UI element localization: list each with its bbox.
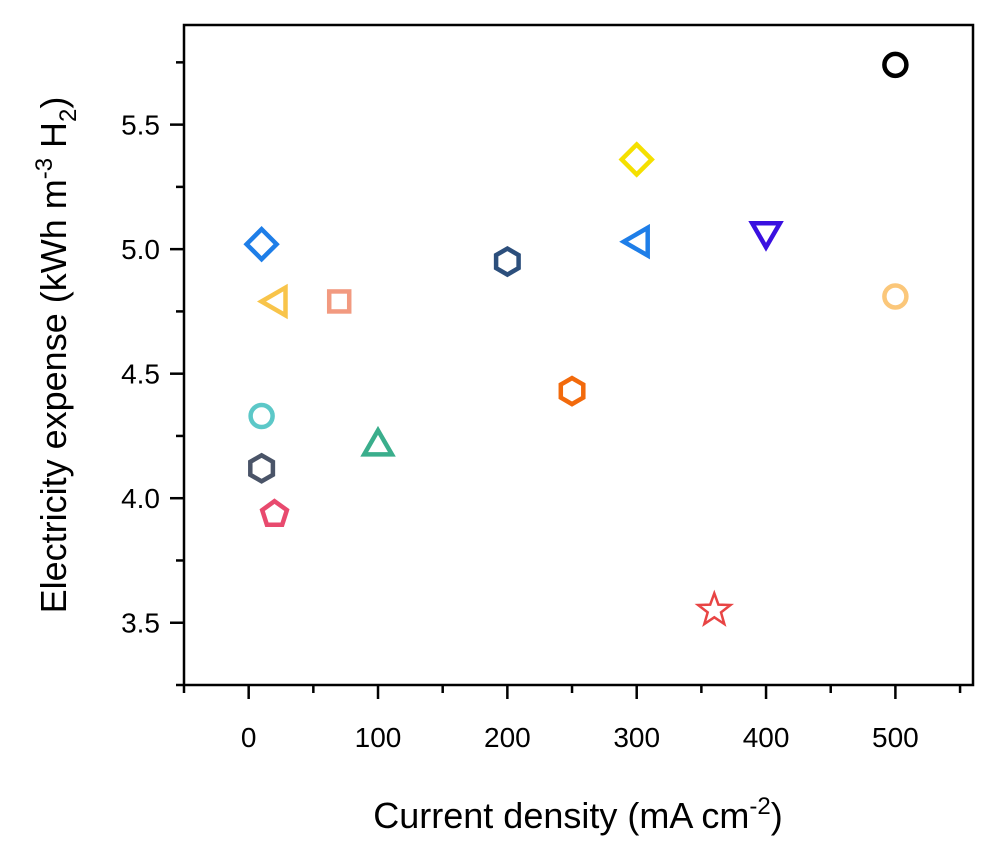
x-tick-label: 200 [484,722,531,753]
data-point-star [694,589,734,627]
data-point-square [326,289,352,314]
data-point-hexagon [493,246,521,278]
y-axis-title: Electricity expense (kWh m-3 H2) [31,97,82,614]
y-tick-label: 4.0 [121,483,160,514]
data-point-pentagon [259,498,290,527]
axis-ticks [170,61,962,699]
data-point-triangle-left [256,283,288,320]
x-tick-label: 400 [743,722,790,753]
x-tick-label: 500 [872,722,919,753]
data-point-circle [882,51,909,79]
tick-labels: 0 100 200 300 400 500 3.5 4.0 4.5 5.0 5.5 [121,110,919,753]
data-point-triangle-up [360,425,396,457]
y-tick-label: 4.5 [121,359,160,390]
data-points [243,51,909,627]
x-axis-title: Current density (mA cm-2) [373,793,782,836]
y-tick-label: 5.5 [121,110,160,141]
y-tick-label: 5.0 [121,234,160,265]
data-point-hexagon [558,375,586,407]
data-point-triangle-down [748,220,784,252]
data-point-triangle-left [619,223,650,260]
plot-frame [182,23,975,687]
y-tick-label: 3.5 [121,608,160,639]
x-tick-label: 100 [355,722,402,753]
data-point-diamond [243,226,280,263]
x-tick-label: 300 [613,722,660,753]
x-tick-label: 0 [241,722,257,753]
data-point-hexagon [248,452,276,484]
data-point-circle [248,402,275,430]
data-point-diamond [618,141,655,178]
data-point-circle [882,283,909,310]
